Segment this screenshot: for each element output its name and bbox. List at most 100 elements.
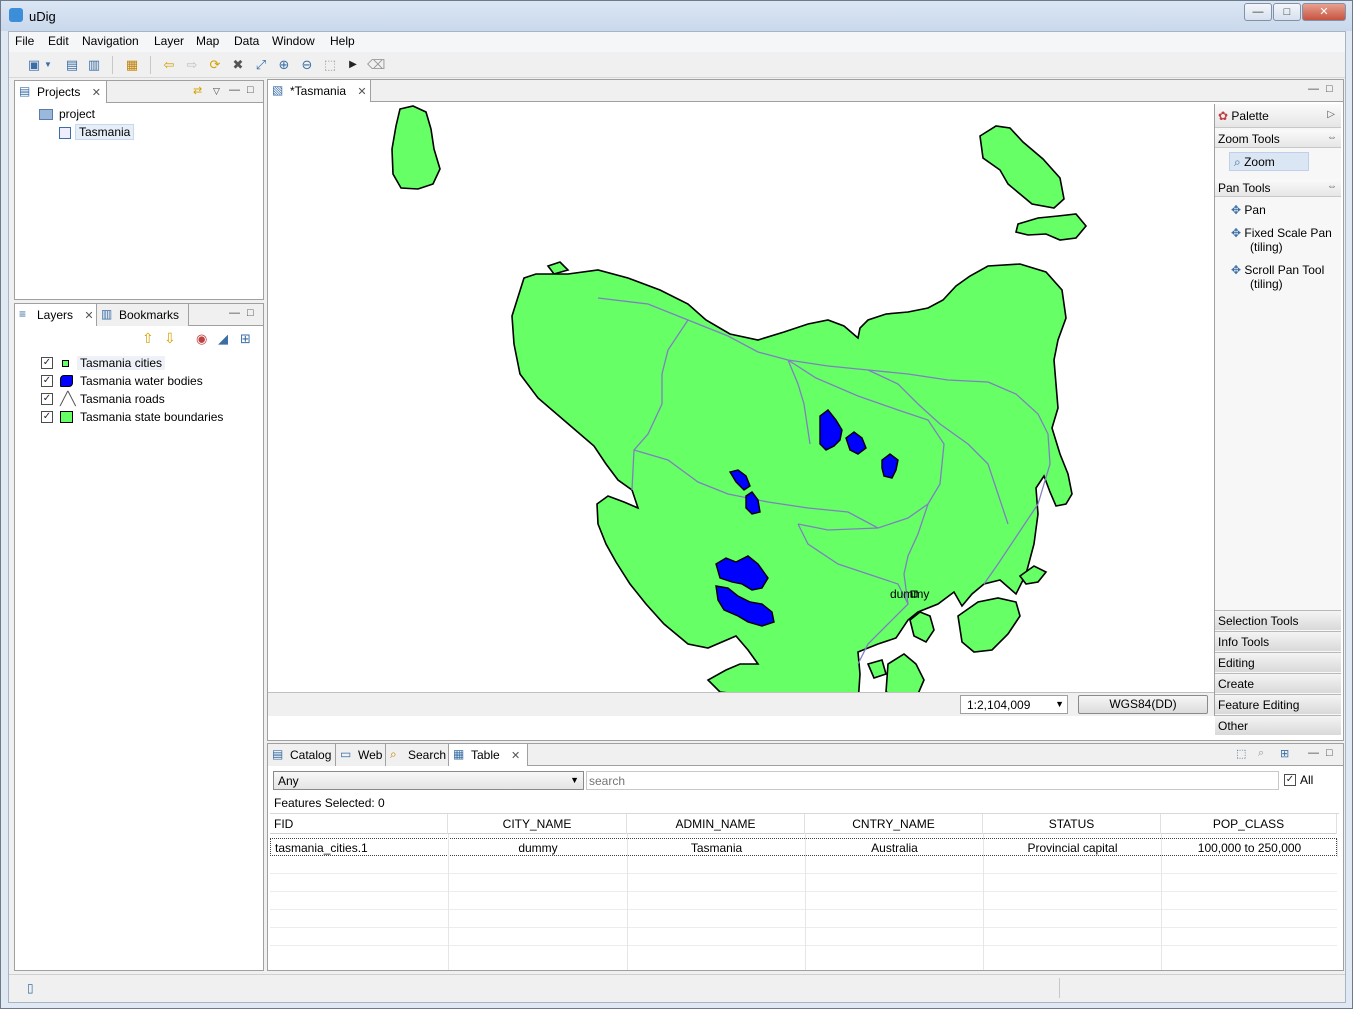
fast-view-icon[interactable]: ▯ xyxy=(27,981,34,995)
view-menu-icon[interactable]: ▽ xyxy=(213,86,220,96)
save-all-icon[interactable]: ▥ xyxy=(87,57,101,72)
tool-scroll-pan[interactable]: ✥ Scroll Pan Tool (tiling) xyxy=(1231,263,1339,291)
minimize-view-icon[interactable]: — xyxy=(1308,747,1319,759)
zoom-to-selection-icon[interactable]: ⌕ xyxy=(1258,747,1265,759)
zoom-selection-icon[interactable]: ⬚ xyxy=(323,57,337,72)
menu-map[interactable]: Map xyxy=(196,34,220,48)
menu-layer[interactable]: Layer xyxy=(154,34,185,48)
maximize-button[interactable]: □ xyxy=(1273,3,1301,21)
column-header-status[interactable]: STATUS xyxy=(983,814,1161,834)
minimize-view-icon[interactable]: — xyxy=(1308,83,1319,95)
dropdown-icon[interactable]: ▼ xyxy=(44,60,52,69)
map-canvas[interactable]: dummy xyxy=(268,104,1213,716)
layer-checkbox[interactable]: ✓ xyxy=(41,411,53,423)
tab-projects[interactable]: ▤ Projects ✕ xyxy=(15,81,107,103)
catalog-icon: ▤ xyxy=(272,747,284,761)
search-input[interactable] xyxy=(586,771,1279,790)
maximize-view-icon[interactable]: □ xyxy=(247,307,254,319)
tree-item-project[interactable]: project xyxy=(59,107,96,121)
minimize-button[interactable]: — xyxy=(1244,3,1272,21)
lake xyxy=(819,409,843,451)
collapse-palette-icon[interactable]: ▷ xyxy=(1327,109,1335,120)
scale-combo[interactable]: 1:2,104,009 ▼ xyxy=(960,695,1068,714)
promote-selection-icon[interactable]: ⊞ xyxy=(1280,748,1290,760)
crs-button[interactable]: WGS84(DD) xyxy=(1078,695,1208,714)
menu-help[interactable]: Help xyxy=(330,34,355,48)
select-all-icon[interactable]: ⬚ xyxy=(1236,748,1247,760)
tab-search[interactable]: ⌕ Search xyxy=(386,744,449,766)
column-header-city-name[interactable]: CITY_NAME xyxy=(448,814,627,834)
column-header-fid[interactable]: FID xyxy=(270,814,448,834)
palette-header[interactable]: ✿ Palette ▷ xyxy=(1215,104,1341,128)
column-header-cntry-name[interactable]: CNTRY_NAME xyxy=(805,814,983,834)
tab-web[interactable]: ▭ Web xyxy=(336,744,386,766)
menu-data[interactable]: Data xyxy=(234,34,260,48)
tree-item-tasmania[interactable]: Tasmania xyxy=(75,124,135,140)
tab-table[interactable]: ▦ Table ✕ xyxy=(449,744,528,766)
tab-bookmarks[interactable]: ▥ Bookmarks xyxy=(97,304,189,326)
move-up-icon[interactable]: ⇧ xyxy=(142,330,154,346)
all-checkbox[interactable]: ✓ xyxy=(1284,774,1296,786)
menu-window[interactable]: Window xyxy=(272,34,315,48)
pin-icon[interactable]: ⇔ xyxy=(1327,181,1337,192)
drawer-editing[interactable]: Editing xyxy=(1215,652,1341,672)
save-icon[interactable]: ▤ xyxy=(65,57,79,72)
close-tab-icon[interactable]: ✕ xyxy=(84,310,94,322)
back-icon[interactable]: ⇦ xyxy=(163,57,175,72)
pin-icon[interactable]: ⇔ xyxy=(1327,132,1337,143)
tab-map-tasmania[interactable]: ▧ *Tasmania ✕ xyxy=(268,80,371,102)
new-map-icon[interactable]: ▦ xyxy=(125,57,139,72)
forward-icon[interactable]: ⇨ xyxy=(186,57,198,72)
minimize-view-icon[interactable]: — xyxy=(229,84,240,96)
add-layer-icon[interactable]: ⊞ xyxy=(240,331,251,346)
maximize-view-icon[interactable]: □ xyxy=(1326,747,1333,759)
layer-row-water[interactable]: ✓ Tasmania water bodies xyxy=(19,373,259,389)
tool-zoom[interactable]: ⌕ Zoom xyxy=(1229,152,1309,171)
menu-edit[interactable]: Edit xyxy=(48,34,69,48)
maximize-view-icon[interactable]: □ xyxy=(247,84,254,96)
tab-catalog[interactable]: ▤ Catalog xyxy=(268,744,336,766)
empty-row xyxy=(270,910,1337,928)
drawer-selection-tools[interactable]: Selection Tools xyxy=(1215,610,1341,630)
column-header-admin-name[interactable]: ADMIN_NAME xyxy=(627,814,805,834)
style-icon[interactable]: ◉ xyxy=(196,331,208,346)
close-tab-icon[interactable]: ✕ xyxy=(357,86,367,98)
drawer-other[interactable]: Other xyxy=(1215,715,1341,735)
tab-layers[interactable]: ≡ Layers ✕ xyxy=(15,304,97,326)
zoom-extent-icon[interactable]: ⤢ xyxy=(255,57,267,72)
menu-file[interactable]: File xyxy=(15,34,35,48)
layer-checkbox[interactable]: ✓ xyxy=(41,357,53,369)
drawer-create[interactable]: Create xyxy=(1215,673,1341,693)
edit-icon[interactable]: ◢ xyxy=(218,331,228,346)
drawer-pan-tools[interactable]: Pan Tools ⇔ xyxy=(1215,179,1341,197)
drawer-zoom-tools[interactable]: Zoom Tools ⇔ xyxy=(1215,130,1341,148)
new-icon[interactable]: ▣ xyxy=(27,57,41,72)
zoom-in-icon[interactable]: ⊕ xyxy=(278,57,290,72)
close-tab-icon[interactable]: ✕ xyxy=(511,750,521,762)
close-button[interactable]: ✕ xyxy=(1302,3,1346,21)
tool-pan[interactable]: ✥ Pan xyxy=(1231,203,1266,217)
drawer-feature-editing[interactable]: Feature Editing xyxy=(1215,694,1341,714)
zoom-out-icon[interactable]: ⊖ xyxy=(301,57,313,72)
drawer-info-tools[interactable]: Info Tools xyxy=(1215,631,1341,651)
column-header-pop-class[interactable]: POP_CLASS xyxy=(1161,814,1337,834)
layer-checkbox[interactable]: ✓ xyxy=(41,375,53,387)
minimize-view-icon[interactable]: — xyxy=(229,307,240,319)
play-icon[interactable]: ▶ xyxy=(349,59,357,70)
move-down-icon[interactable]: ⇩ xyxy=(164,330,176,346)
layer-row-cities[interactable]: ✓ Tasmania cities xyxy=(19,355,259,371)
eraser-icon[interactable]: ⌫ xyxy=(367,57,386,72)
close-tab-icon[interactable]: ✕ xyxy=(91,87,101,99)
link-icon[interactable]: ⇄ xyxy=(193,85,203,97)
layer-label: Tasmania cities xyxy=(77,356,166,370)
refresh-icon[interactable]: ⟳ xyxy=(209,57,221,72)
table-row[interactable]: tasmania_cities.1 dummy Tasmania Austral… xyxy=(270,838,1338,857)
menu-navigation[interactable]: Navigation xyxy=(82,34,139,48)
tool-fixed-scale-pan[interactable]: ✥ Fixed Scale Pan (tiling) xyxy=(1231,226,1339,254)
filter-select[interactable]: Any ▼ xyxy=(273,771,584,790)
layer-checkbox[interactable]: ✓ xyxy=(41,393,53,405)
layer-row-boundaries[interactable]: ✓ Tasmania state boundaries xyxy=(19,409,259,425)
maximize-view-icon[interactable]: □ xyxy=(1326,83,1333,95)
stop-icon[interactable]: ✖ xyxy=(232,57,244,72)
layer-row-roads[interactable]: ✓ ╱╲ Tasmania roads xyxy=(19,391,259,407)
